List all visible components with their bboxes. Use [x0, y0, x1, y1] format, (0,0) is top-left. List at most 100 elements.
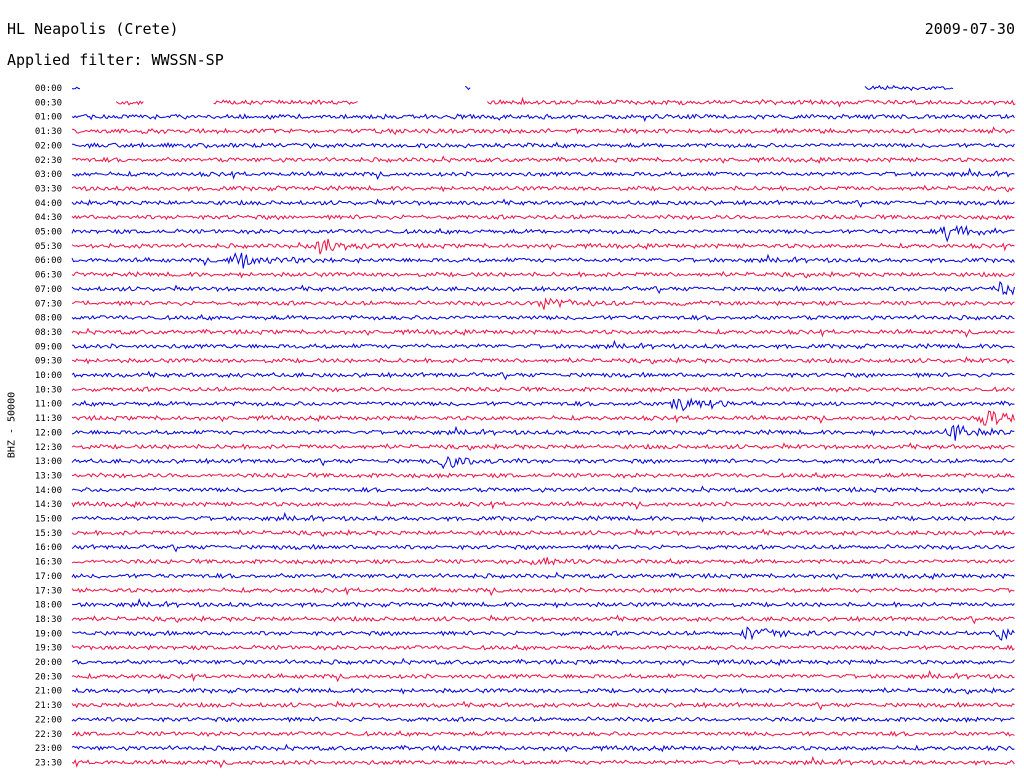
trace-line — [71, 743, 1015, 753]
station-title: HL Neapolis (Crete) — [7, 20, 179, 38]
trace-line — [115, 100, 144, 106]
row-time-label: 02:30 — [35, 156, 62, 166]
trace-line — [71, 626, 1015, 641]
trace-line — [71, 386, 1015, 393]
trace-line — [71, 297, 1015, 310]
trace-line — [71, 155, 1015, 165]
trace-line — [71, 184, 1015, 193]
row-time-label: 21:00 — [35, 687, 62, 697]
row-time-label: 18:30 — [35, 615, 62, 625]
trace-line — [464, 85, 471, 91]
row-time-label: 19:00 — [35, 629, 62, 639]
row-time-label: 04:00 — [35, 199, 62, 209]
row-time-label: 14:30 — [35, 500, 62, 510]
trace-line — [71, 598, 1015, 609]
row-time-label: 13:30 — [35, 471, 62, 481]
row-time-label: 23:00 — [35, 744, 62, 754]
row-time-label: 16:30 — [35, 558, 62, 568]
row-time-label: 03:00 — [35, 170, 62, 180]
trace-line — [71, 669, 1015, 683]
row-time-label: 02:00 — [35, 141, 62, 151]
trace-line — [213, 99, 358, 106]
row-time-label: 19:30 — [35, 644, 62, 654]
trace-line — [71, 657, 1015, 667]
trace-line — [71, 571, 1015, 581]
row-time-label: 09:00 — [35, 342, 62, 352]
row-time-label: 17:00 — [35, 572, 62, 582]
trace-line — [864, 84, 954, 92]
trace-line — [71, 471, 1015, 479]
trace-line — [71, 485, 1015, 494]
filter-label: Applied filter: WWSSN-SP — [7, 51, 224, 69]
trace-line — [71, 687, 1015, 695]
row-time-label: 00:30 — [35, 98, 62, 108]
trace-line — [71, 410, 1015, 426]
trace-line — [71, 557, 1015, 566]
trace-line — [71, 528, 1015, 537]
row-time-label: 01:30 — [35, 127, 62, 137]
row-time-label: 10:00 — [35, 371, 62, 381]
trace-line — [71, 543, 1015, 553]
trace-line — [487, 96, 1016, 108]
trace-line — [71, 397, 1015, 412]
trace-line — [71, 424, 1015, 441]
trace-line — [71, 614, 1015, 625]
row-time-label: 05:30 — [35, 242, 62, 252]
row-time-label: 13:00 — [35, 457, 62, 467]
row-time-label: 08:30 — [35, 328, 62, 338]
row-time-label: 22:30 — [35, 730, 62, 740]
row-time-label: 20:00 — [35, 658, 62, 668]
trace-line — [71, 214, 1015, 221]
trace-line — [71, 700, 1015, 711]
trace-line — [71, 356, 1015, 365]
trace-line — [71, 126, 1015, 136]
row-time-label: 20:30 — [35, 672, 62, 682]
trace-line — [71, 270, 1015, 279]
row-time-label: 06:00 — [35, 256, 62, 266]
row-time-label: 18:00 — [35, 601, 62, 611]
trace-line — [71, 86, 81, 90]
trace-line — [71, 730, 1015, 738]
trace-line — [71, 643, 1015, 652]
row-time-label: 15:00 — [35, 515, 62, 525]
trace-line — [71, 238, 1015, 255]
trace-line — [71, 167, 1015, 181]
row-time-label: 16:00 — [35, 543, 62, 553]
trace-line — [71, 113, 1015, 123]
row-time-label: 01:00 — [35, 113, 62, 123]
row-time-label: 00:00 — [35, 84, 62, 94]
trace-line — [71, 280, 1015, 296]
trace-line — [71, 511, 1015, 523]
row-time-label: 12:00 — [35, 428, 62, 438]
row-time-label: 14:00 — [35, 486, 62, 496]
row-time-label: 21:30 — [35, 701, 62, 711]
date-label: 2009-07-30 — [924, 20, 1015, 38]
row-time-label: 23:30 — [35, 758, 62, 768]
row-time-labels: 00:00 00:30 01:00 01:30 02:00 02:30 03:00 03:30… — [35, 84, 62, 768]
trace-line — [72, 339, 1015, 350]
trace-line — [71, 224, 1015, 243]
trace-line — [71, 586, 1015, 597]
row-time-label: 05:00 — [35, 228, 62, 238]
trace-line — [71, 716, 1015, 723]
row-time-label: 22:00 — [35, 715, 62, 725]
row-time-label: 10:30 — [35, 385, 62, 395]
row-time-label: 08:00 — [35, 314, 62, 324]
trace-line — [71, 313, 1015, 321]
trace-line — [71, 442, 1015, 451]
row-time-label: 11:30 — [35, 414, 62, 424]
seismic-traces — [71, 84, 1016, 769]
row-time-label: 17:30 — [35, 586, 62, 596]
row-time-label: 06:30 — [35, 271, 62, 281]
row-time-label: 12:30 — [35, 443, 62, 453]
trace-line — [71, 370, 1015, 381]
trace-line — [71, 327, 1015, 338]
row-time-label: 15:30 — [35, 529, 62, 539]
row-time-label: 07:30 — [35, 299, 62, 309]
trace-line — [71, 252, 1015, 269]
row-time-label: 07:00 — [35, 285, 62, 295]
trace-line — [71, 755, 1015, 769]
row-time-label: 11:00 — [35, 400, 62, 410]
trace-line — [71, 500, 1015, 511]
